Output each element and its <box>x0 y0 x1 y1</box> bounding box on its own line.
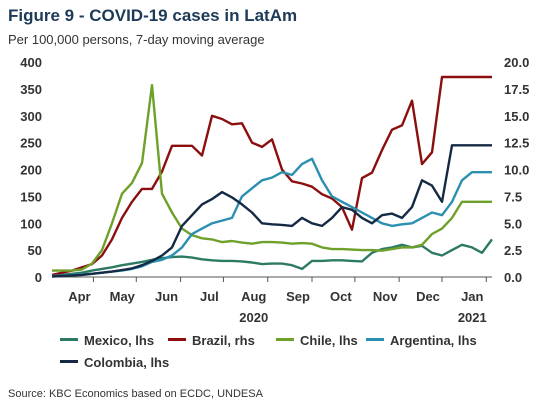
y-right-tick-label: 12.5 <box>504 136 529 151</box>
x-year-label: 2020 <box>239 310 268 325</box>
x-year-label: 2021 <box>458 310 487 325</box>
legend-item-colombia: Colombia, lhs <box>60 355 169 370</box>
legend-label-brazil: Brazil, rhs <box>192 333 255 348</box>
legend-item-chile: Chile, lhs <box>276 333 358 348</box>
x-tick-label: Jun <box>155 289 178 304</box>
legend-label-mexico: Mexico, lhs <box>84 333 155 348</box>
y-right-tick-label: 15.0 <box>504 109 529 124</box>
x-tick-label: Oct <box>330 289 352 304</box>
series-line-brazil <box>51 75 492 277</box>
x-tick-label: Jul <box>200 289 219 304</box>
y-left-tick-label: 100 <box>20 216 42 231</box>
chart-lines <box>51 75 493 278</box>
y-right-tick-label: 10.0 <box>504 163 529 178</box>
legend-item-mexico: Mexico, lhs <box>60 333 154 348</box>
legend-swatch-chile <box>276 338 294 342</box>
y-left-tick-label: 150 <box>20 189 42 204</box>
y-right-tick-label: 0.0 <box>504 270 522 285</box>
legend-label-argentina: Argentina, lhs <box>390 333 477 348</box>
series-line-argentina <box>51 157 492 278</box>
y-left-tick-label: 200 <box>20 163 42 178</box>
x-tick-label: Jan <box>461 289 483 304</box>
y-left-tick-label: 50 <box>28 243 42 258</box>
y-left-tick-label: 250 <box>20 136 42 151</box>
legend-label-chile: Chile, lhs <box>300 333 358 348</box>
series-line-chile <box>52 83 492 272</box>
chart-title: Figure 9 - COVID-19 cases in LatAm <box>8 6 298 25</box>
legend-swatch-colombia <box>60 360 78 364</box>
y-left-tick-label: 400 <box>20 55 42 70</box>
chart-subtitle: Per 100,000 persons, 7-day moving averag… <box>8 32 265 47</box>
x-tick-label: Sep <box>286 289 310 304</box>
y-left-tick-label: 300 <box>20 109 42 124</box>
legend-label-colombia: Colombia, lhs <box>84 355 170 370</box>
y-right-tick-label: 5.0 <box>504 216 522 231</box>
legend-item-brazil: Brazil, rhs <box>168 333 255 348</box>
y-left-tick-label: 350 <box>20 82 42 97</box>
y-right-tick-label: 7.5 <box>504 189 522 204</box>
x-tick-label: Nov <box>373 289 398 304</box>
y-right-tick-label: 2.5 <box>504 243 522 258</box>
x-tick-label: Dec <box>416 289 440 304</box>
x-tick-label: Aug <box>241 289 266 304</box>
y-right-tick-label: 20.0 <box>504 55 529 70</box>
legend-item-argentina: Argentina, lhs <box>366 333 477 348</box>
chart-axes: 0 50 100 150 200 250 300 350 400 0.0 2.5 5.0 7.5 10.0… <box>20 55 529 325</box>
legend-swatch-brazil <box>168 338 186 342</box>
x-tick-label: Apr <box>68 289 90 304</box>
series-line-colombia <box>51 144 492 278</box>
legend-swatch-argentina <box>366 338 384 342</box>
chart-canvas: 0 50 100 150 200 250 300 350 400 0.0 2.5 5.0 7.5 10.0… <box>20 55 529 325</box>
legend-swatch-mexico <box>60 338 78 342</box>
x-tick-label: May <box>110 289 136 304</box>
y-right-tick-label: 17.5 <box>504 82 529 97</box>
y-left-tick-label: 0 <box>35 270 42 285</box>
chart-source: Source: KBC Economics based on ECDC, UND… <box>8 388 263 400</box>
